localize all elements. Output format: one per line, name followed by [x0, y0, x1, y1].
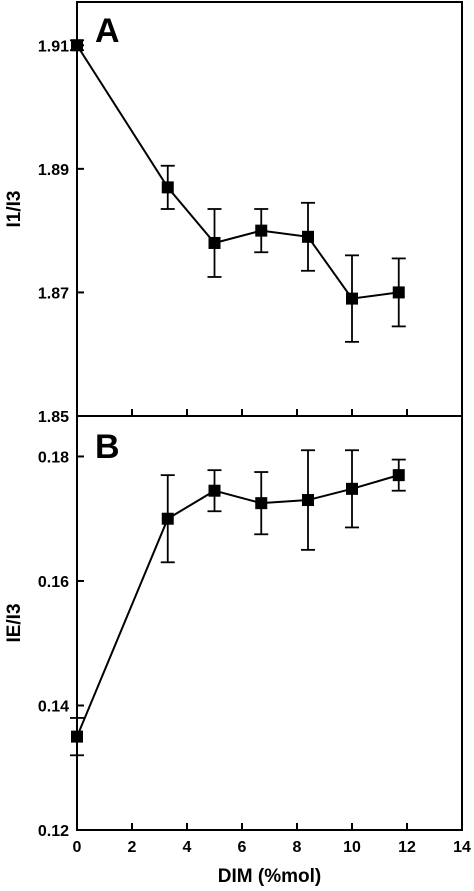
data-point-b: [208, 484, 221, 497]
x-tick-label: 12: [398, 839, 416, 856]
y-axis-title-b: IE/I3: [4, 603, 25, 642]
y-axis-title-a: I1/I3: [4, 191, 25, 228]
plot-frame-a: [76, 1, 463, 417]
data-point-b: [255, 497, 268, 510]
y-tick-label-b: 0.16: [38, 574, 69, 591]
x-tick-label: 6: [238, 839, 247, 856]
y-tick-label-a: 1.87: [38, 285, 69, 302]
x-tick-label: 8: [293, 839, 302, 856]
y-tick-label-a: 1.91: [38, 38, 69, 55]
data-point-a: [161, 181, 174, 194]
y-tick-label-b: 0.12: [38, 823, 69, 840]
data-point-b: [346, 482, 358, 495]
x-tick-label: 14: [453, 839, 471, 856]
data-point-b: [302, 494, 314, 507]
plot-frame-b: [76, 415, 463, 831]
data-point-a: [302, 230, 314, 243]
x-axis-title: DIM (%mol): [218, 866, 321, 887]
y-tick-label-a: 1.85: [38, 409, 69, 426]
data-point-a: [71, 39, 83, 52]
x-tick-label: 0: [73, 839, 82, 856]
x-tick-label: 4: [183, 839, 192, 856]
data-point-a: [392, 286, 405, 299]
panel-a: 1.85 1.87 1.89 1.91 I1/I3 A: [4, 1, 463, 426]
series-line-a: [76, 44, 399, 300]
panel-label-b: B: [95, 428, 120, 466]
y-tick-label-b: 0.18: [38, 449, 69, 466]
data-point-b: [71, 730, 83, 743]
series-line-b: [76, 474, 400, 738]
x-tick-label: 2: [128, 839, 137, 856]
data-point-a: [208, 236, 221, 249]
y-tick-label-b: 0.14: [38, 698, 69, 715]
panel-label-a: A: [95, 12, 120, 50]
data-point-a: [346, 292, 358, 305]
y-tick-label-a: 1.89: [38, 162, 69, 179]
data-point-b: [161, 512, 174, 525]
data-point-b: [392, 469, 405, 482]
data-point-a: [255, 224, 268, 237]
x-tick-label: 10: [343, 839, 361, 856]
panel-b: 0.12 0.14 0.16 0.18 0 2 4 6 8 10 12 14 IE/I3 DIM (%mo…: [4, 415, 471, 887]
